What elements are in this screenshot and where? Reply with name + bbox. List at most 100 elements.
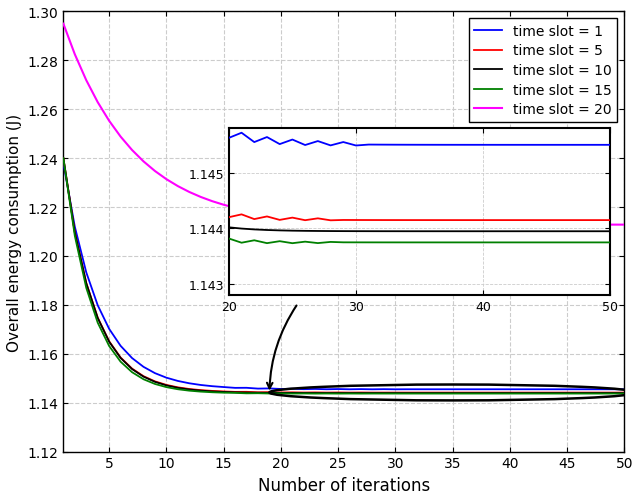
time slot = 5 — [277, 390, 285, 396]
time slot = 20 — [380, 220, 388, 226]
time slot = 5 — [209, 388, 216, 394]
time slot = 15 — [483, 391, 491, 397]
time slot = 15 — [334, 391, 342, 397]
time slot = 10 — [334, 390, 342, 396]
time slot = 5 — [220, 389, 227, 395]
time slot = 5 — [289, 390, 296, 396]
time slot = 20 — [403, 221, 411, 227]
time slot = 15 — [552, 391, 559, 397]
time slot = 20 — [460, 221, 468, 227]
time slot = 5 — [369, 390, 376, 396]
time slot = 1 — [380, 386, 388, 392]
time slot = 1 — [346, 386, 353, 392]
time slot = 15 — [277, 391, 285, 397]
time slot = 10 — [415, 390, 422, 396]
time slot = 10 — [83, 281, 90, 287]
time slot = 15 — [540, 391, 548, 397]
time slot = 1 — [220, 384, 227, 390]
Line: time slot = 1: time slot = 1 — [63, 164, 624, 390]
time slot = 15 — [346, 391, 353, 397]
time slot = 5 — [552, 390, 559, 396]
time slot = 10 — [563, 390, 571, 396]
time slot = 20 — [426, 221, 433, 227]
time slot = 1 — [449, 386, 456, 392]
Line: time slot = 5: time slot = 5 — [63, 159, 624, 393]
time slot = 20 — [357, 219, 365, 225]
time slot = 20 — [231, 205, 239, 211]
time slot = 10 — [220, 389, 227, 395]
time slot = 10 — [540, 390, 548, 396]
time slot = 15 — [197, 389, 205, 395]
time slot = 20 — [540, 222, 548, 228]
time slot = 5 — [116, 355, 124, 361]
time slot = 20 — [140, 159, 147, 165]
time slot = 1 — [289, 386, 296, 392]
time slot = 5 — [140, 373, 147, 379]
time slot = 10 — [552, 390, 559, 396]
time slot = 15 — [83, 285, 90, 291]
time slot = 20 — [323, 218, 330, 224]
time slot = 15 — [300, 391, 308, 397]
time slot = 1 — [609, 386, 617, 392]
time slot = 10 — [392, 390, 399, 396]
time slot = 5 — [71, 230, 79, 236]
time slot = 1 — [106, 326, 113, 332]
time slot = 1 — [300, 386, 308, 392]
time slot = 10 — [163, 383, 170, 389]
time slot = 20 — [506, 222, 514, 228]
time slot = 15 — [312, 391, 319, 397]
time slot = 15 — [563, 391, 571, 397]
time slot = 1 — [437, 386, 445, 392]
time slot = 5 — [598, 390, 605, 396]
time slot = 5 — [346, 390, 353, 396]
time slot = 1 — [369, 386, 376, 392]
time slot = 1 — [540, 386, 548, 392]
time slot = 1 — [266, 386, 273, 392]
time slot = 15 — [369, 391, 376, 397]
time slot = 5 — [609, 390, 617, 396]
time slot = 20 — [312, 217, 319, 223]
time slot = 5 — [426, 390, 433, 396]
time slot = 20 — [586, 222, 594, 228]
time slot = 1 — [472, 386, 479, 392]
time slot = 1 — [277, 386, 285, 392]
time slot = 5 — [197, 387, 205, 393]
time slot = 10 — [174, 385, 182, 391]
time slot = 5 — [460, 390, 468, 396]
time slot = 20 — [517, 222, 525, 228]
time slot = 1 — [392, 387, 399, 393]
time slot = 10 — [312, 390, 319, 396]
time slot = 15 — [609, 391, 617, 397]
time slot = 10 — [483, 390, 491, 396]
time slot = 10 — [517, 390, 525, 396]
time slot = 10 — [60, 156, 67, 162]
time slot = 15 — [357, 391, 365, 397]
time slot = 20 — [415, 221, 422, 227]
time slot = 15 — [323, 391, 330, 397]
time slot = 5 — [472, 390, 479, 396]
time slot = 10 — [403, 390, 411, 396]
time slot = 5 — [357, 390, 365, 396]
time slot = 15 — [254, 390, 262, 396]
time slot = 1 — [128, 355, 136, 361]
time slot = 5 — [128, 366, 136, 372]
time slot = 20 — [449, 221, 456, 227]
time slot = 5 — [495, 390, 502, 396]
time slot = 10 — [197, 388, 205, 394]
time slot = 15 — [209, 389, 216, 395]
time slot = 20 — [609, 222, 617, 228]
time slot = 1 — [620, 386, 628, 392]
time slot = 10 — [243, 390, 250, 396]
time slot = 1 — [209, 383, 216, 389]
time slot = 10 — [71, 230, 79, 236]
time slot = 10 — [140, 374, 147, 380]
time slot = 20 — [369, 220, 376, 226]
time slot = 5 — [312, 390, 319, 396]
time slot = 10 — [598, 390, 605, 396]
time slot = 1 — [517, 386, 525, 392]
time slot = 10 — [495, 390, 502, 396]
time slot = 1 — [357, 386, 365, 392]
time slot = 15 — [517, 391, 525, 397]
time slot = 10 — [529, 390, 536, 396]
time slot = 15 — [620, 391, 628, 397]
